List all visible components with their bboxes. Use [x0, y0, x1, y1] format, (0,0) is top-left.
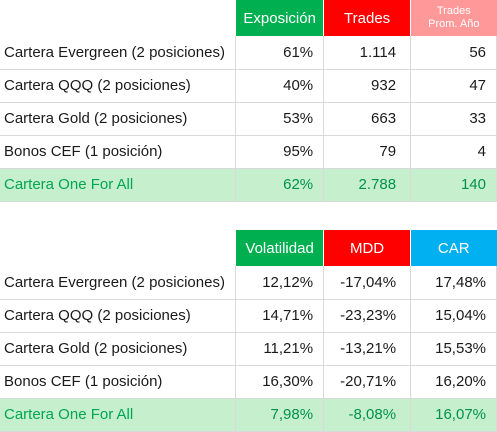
header-trades: Trades — [323, 0, 411, 36]
cell-mdd: -17,04% — [323, 266, 412, 300]
table-row-evergreen: Cartera Evergreen (2 posiciones) 12,12% … — [0, 266, 497, 300]
cell-car: 16,20% — [410, 365, 497, 399]
row-label: Cartera Evergreen (2 posiciones) — [0, 36, 237, 70]
cell-mdd: -20,71% — [323, 365, 412, 399]
cell-exposicion: 61% — [235, 36, 325, 70]
cell-trades: 2.788 — [323, 168, 412, 202]
header-trades-prom-ano-line1: Trades — [436, 5, 471, 17]
cell-trades: 79 — [323, 135, 412, 169]
header-volatilidad: Volatilidad — [235, 230, 324, 266]
header-mdd: MDD — [323, 230, 411, 266]
cell-exposicion: 95% — [235, 135, 325, 169]
cell-trades: 932 — [323, 69, 412, 103]
cell-trades-prom-ano: 33 — [410, 102, 497, 136]
cell-trades-prom-ano: 140 — [410, 168, 497, 202]
table-row-bonos-cef: Bonos CEF (1 posición) 95% 79 4 — [0, 135, 497, 169]
cell-exposicion: 62% — [235, 168, 325, 202]
cell-trades: 1.114 — [323, 36, 412, 70]
header-exposicion: Exposición — [235, 0, 324, 36]
cell-volatilidad: 7,98% — [235, 398, 325, 432]
table-row-gold: Cartera Gold (2 posiciones) 11,21% -13,2… — [0, 332, 497, 366]
cell-trades-prom-ano: 4 — [410, 135, 497, 169]
table-header-row: Exposición Trades Trades Prom. Año — [0, 0, 497, 36]
row-label: Bonos CEF (1 posición) — [0, 365, 237, 399]
table-row-gold: Cartera Gold (2 posiciones) 53% 663 33 — [0, 102, 497, 136]
cell-car: 15,53% — [410, 332, 497, 366]
portfolio-risk-table: Volatilidad MDD CAR Cartera Evergreen (2… — [0, 230, 497, 432]
row-label: Cartera One For All — [0, 398, 237, 432]
cell-trades-prom-ano: 47 — [410, 69, 497, 103]
header-car: CAR — [410, 230, 497, 266]
row-label: Bonos CEF (1 posición) — [0, 135, 237, 169]
header-trades-prom-ano: Trades Prom. Año — [410, 0, 497, 36]
row-label: Cartera QQQ (2 posiciones) — [0, 299, 237, 333]
cell-exposicion: 40% — [235, 69, 325, 103]
table-row-total-one-for-all: Cartera One For All 7,98% -8,08% 16,07% — [0, 398, 497, 432]
table-row-qqq: Cartera QQQ (2 posiciones) 14,71% -23,23… — [0, 299, 497, 333]
row-label: Cartera Gold (2 posiciones) — [0, 332, 237, 366]
header-empty-cell — [0, 0, 236, 36]
table-row-evergreen: Cartera Evergreen (2 posiciones) 61% 1.1… — [0, 36, 497, 70]
row-label: Cartera Gold (2 posiciones) — [0, 102, 237, 136]
row-label: Cartera Evergreen (2 posiciones) — [0, 266, 237, 300]
cell-volatilidad: 16,30% — [235, 365, 325, 399]
cell-volatilidad: 11,21% — [235, 332, 325, 366]
table-header-row: Volatilidad MDD CAR — [0, 230, 497, 266]
cell-car: 16,07% — [410, 398, 497, 432]
cell-mdd: -13,21% — [323, 332, 412, 366]
cell-volatilidad: 12,12% — [235, 266, 325, 300]
cell-trades: 663 — [323, 102, 412, 136]
cell-car: 15,04% — [410, 299, 497, 333]
row-label: Cartera QQQ (2 posiciones) — [0, 69, 237, 103]
cell-mdd: -23,23% — [323, 299, 412, 333]
header-trades-prom-ano-line2: Prom. Año — [428, 18, 480, 30]
cell-volatilidad: 14,71% — [235, 299, 325, 333]
table-row-qqq: Cartera QQQ (2 posiciones) 40% 932 47 — [0, 69, 497, 103]
table-row-bonos-cef: Bonos CEF (1 posición) 16,30% -20,71% 16… — [0, 365, 497, 399]
cell-trades-prom-ano: 56 — [410, 36, 497, 70]
cell-exposicion: 53% — [235, 102, 325, 136]
cell-car: 17,48% — [410, 266, 497, 300]
row-label: Cartera One For All — [0, 168, 237, 202]
cell-mdd: -8,08% — [323, 398, 412, 432]
table-row-total-one-for-all: Cartera One For All 62% 2.788 140 — [0, 168, 497, 202]
header-empty-cell — [0, 230, 236, 266]
portfolio-trades-table: Exposición Trades Trades Prom. Año Carte… — [0, 0, 497, 202]
